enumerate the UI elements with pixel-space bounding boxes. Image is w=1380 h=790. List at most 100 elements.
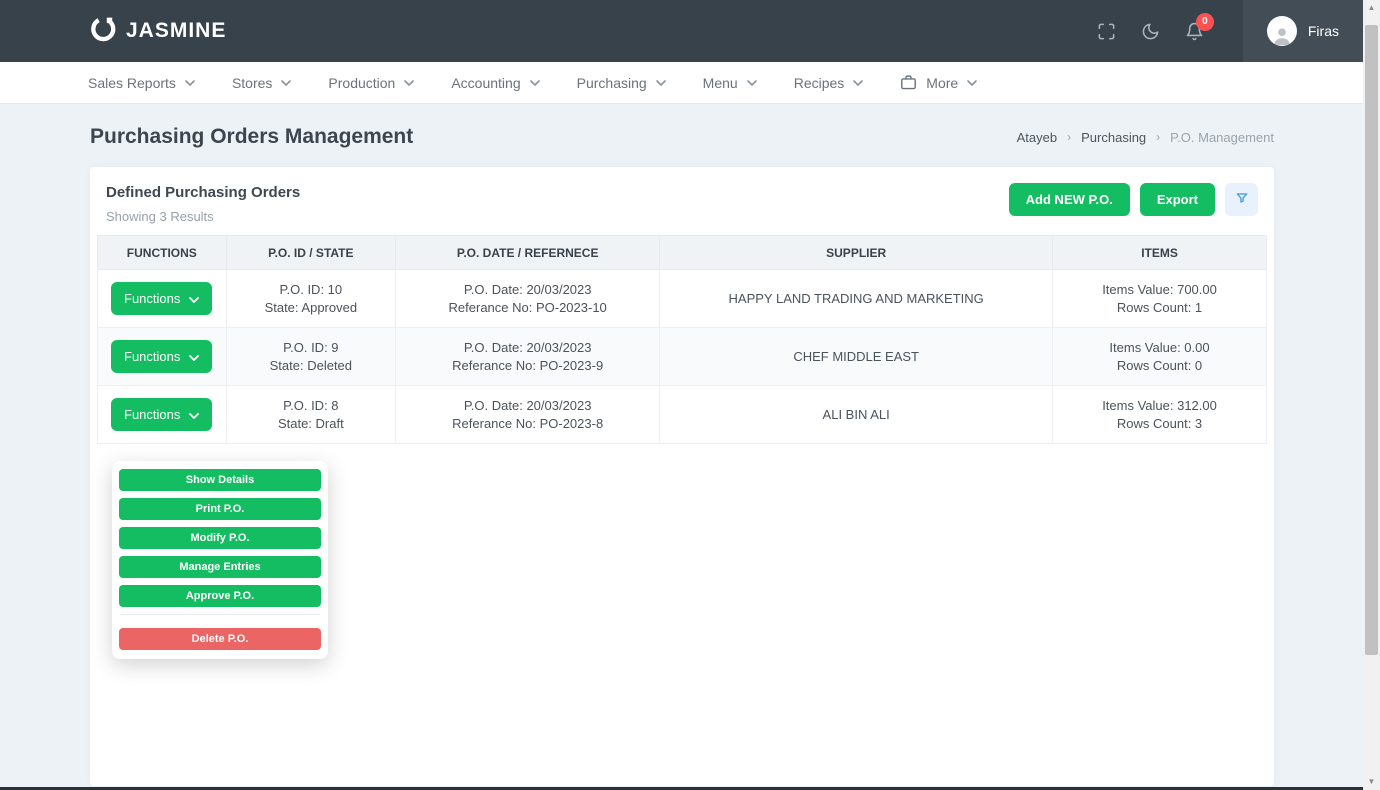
chevron-down-icon	[404, 79, 415, 86]
card-header: Defined Purchasing Orders Showing 3 Resu…	[90, 167, 1274, 224]
scrollbar-down-arrow[interactable]: ▼	[1367, 777, 1376, 786]
menu-label: More	[926, 74, 959, 91]
breadcrumb-atayeb[interactable]: Atayeb	[1016, 129, 1058, 145]
breadcrumb-current: P.O. Management	[1170, 129, 1274, 145]
breadcrumb-separator: ›	[1067, 130, 1072, 144]
supplier-cell: HAPPY LAND TRADING AND MARKETING	[659, 269, 1054, 328]
menu-item-stores[interactable]: Stores	[231, 74, 292, 91]
show-details-button[interactable]: Show Details	[119, 469, 321, 491]
chevron-down-icon	[189, 407, 200, 422]
functions-cell: Functions	[97, 269, 227, 328]
page-title: Purchasing Orders Management	[90, 125, 414, 148]
brand-name: JASMINE	[126, 19, 227, 42]
purchasing-orders-table: FUNCTIONS P.O. ID / STATE P.O. DATE / RE…	[97, 235, 1267, 444]
items-cell: Items Value: 700.00 Rows Count: 1	[1052, 269, 1267, 328]
po-id-state-cell: P.O. ID: 8 State: Draft	[225, 385, 397, 444]
results-count: Showing 3 Results	[106, 209, 214, 224]
page-content: Purchasing Orders Management Atayeb › Pu…	[0, 104, 1363, 790]
menu-label: Purchasing	[576, 74, 647, 91]
scrollbar-up-arrow[interactable]: ▲	[1367, 3, 1376, 12]
functions-dropdown-button[interactable]: Functions	[111, 340, 213, 373]
po-id: P.O. ID: 8	[283, 397, 339, 413]
po-id-state-cell: P.O. ID: 9 State: Deleted	[225, 327, 397, 386]
functions-cell: Functions	[97, 385, 227, 444]
menu-label: Menu	[702, 74, 738, 91]
notification-badge: 0	[1195, 12, 1214, 31]
breadcrumb: Atayeb › Purchasing › P.O. Management	[1017, 130, 1274, 145]
menu-item-purchasing[interactable]: Purchasing	[577, 75, 666, 91]
items-cell: Items Value: 0.00 Rows Count: 0	[1052, 327, 1267, 386]
top-navbar: JASMINE 0 Firas	[0, 0, 1363, 62]
navbar-actions: 0 Firas	[1097, 0, 1363, 62]
menu-label: Accounting	[451, 74, 521, 91]
chevron-down-icon	[655, 79, 666, 86]
jasmine-logo-icon	[90, 16, 116, 47]
window-bottom-edge	[0, 787, 1363, 790]
po-reference: Referance No: PO-2023-9	[452, 357, 604, 373]
header-items: ITEMS	[1052, 235, 1267, 270]
rows-count: Rows Count: 1	[1116, 299, 1203, 315]
menu-label: Sales Reports	[88, 74, 176, 91]
po-reference: Referance No: PO-2023-10	[448, 299, 607, 315]
items-value: Items Value: 0.00	[1109, 339, 1210, 355]
menu-item-sales-reports[interactable]: Sales Reports	[88, 75, 195, 91]
chevron-down-icon	[853, 79, 864, 86]
menu-label: Stores	[231, 74, 273, 91]
menu-label: Production	[328, 74, 396, 91]
table-wrapper: FUNCTIONS P.O. ID / STATE P.O. DATE / RE…	[90, 235, 1274, 444]
items-value: Items Value: 700.00	[1102, 281, 1217, 297]
functions-dropdown-button[interactable]: Functions	[111, 398, 213, 431]
functions-button-label: Functions	[124, 291, 181, 306]
fullscreen-icon[interactable]	[1097, 22, 1116, 41]
menu-item-more[interactable]: More	[900, 74, 978, 91]
add-new-po-button[interactable]: Add NEW P.O.	[1008, 183, 1130, 216]
items-cell: Items Value: 312.00 Rows Count: 3	[1052, 385, 1267, 444]
supplier-cell: CHEF MIDDLE EAST	[659, 327, 1054, 386]
functions-dropdown-button[interactable]: Functions	[111, 282, 213, 315]
modify-po-button[interactable]: Modify P.O.	[119, 527, 321, 549]
browser-scrollbar[interactable]: ▲ ▼	[1363, 0, 1380, 790]
po-date: P.O. Date: 20/03/2023	[463, 339, 592, 355]
menu-item-accounting[interactable]: Accounting	[451, 74, 540, 91]
manage-entries-button[interactable]: Manage Entries	[119, 556, 321, 578]
chevron-down-icon	[967, 79, 978, 86]
breadcrumb-separator: ›	[1156, 130, 1161, 144]
po-id: P.O. ID: 9	[283, 339, 339, 355]
functions-button-label: Functions	[124, 349, 181, 364]
avatar	[1266, 16, 1297, 46]
breadcrumb-purchasing[interactable]: Purchasing	[1081, 129, 1147, 145]
table-row: Functions P.O. ID: 10 State: Approved P.…	[97, 269, 1267, 328]
chevron-down-icon	[185, 79, 195, 86]
brand-logo[interactable]: JASMINE	[90, 16, 226, 47]
user-menu[interactable]: Firas	[1242, 0, 1363, 62]
menu-item-menu[interactable]: Menu	[703, 75, 757, 91]
approve-po-button[interactable]: Approve P.O.	[119, 585, 321, 607]
export-button[interactable]: Export	[1139, 183, 1215, 216]
username: Firas	[1307, 23, 1339, 39]
card-actions: Add NEW P.O. Export	[1008, 183, 1258, 216]
po-date: P.O. Date: 20/03/2023	[463, 281, 592, 297]
dropdown-divider	[121, 614, 319, 615]
scrollbar-thumb[interactable]	[1365, 25, 1378, 655]
po-reference: Referance No: PO-2023-8	[452, 415, 604, 431]
menu-item-production[interactable]: Production	[328, 74, 415, 91]
menu-item-recipes[interactable]: Recipes	[794, 75, 864, 91]
print-po-button[interactable]: Print P.O.	[119, 498, 321, 520]
filter-button[interactable]	[1225, 183, 1258, 216]
header-po-date-reference: P.O. DATE / REFERNECE	[395, 235, 661, 270]
briefcase-icon	[900, 74, 917, 91]
dark-mode-moon-icon[interactable]	[1141, 22, 1160, 41]
po-state: State: Approved	[264, 299, 358, 315]
po-date-reference-cell: P.O. Date: 20/03/2023 Referance No: PO-2…	[395, 269, 661, 328]
functions-dropdown-menu: Show Details Print P.O. Modify P.O. Mana…	[112, 461, 328, 659]
chevron-down-icon	[529, 79, 540, 86]
po-id: P.O. ID: 10	[279, 281, 343, 297]
po-date: P.O. Date: 20/03/2023	[463, 397, 592, 413]
main-menu: Sales Reports Stores Production Accounti…	[0, 62, 1363, 104]
card-titles: Defined Purchasing Orders Showing 3 Resu…	[106, 183, 300, 224]
po-state: State: Draft	[277, 415, 344, 431]
rows-count: Rows Count: 3	[1116, 415, 1203, 431]
notifications-bell-icon[interactable]: 0	[1185, 12, 1214, 41]
delete-po-button[interactable]: Delete P.O.	[119, 628, 321, 650]
